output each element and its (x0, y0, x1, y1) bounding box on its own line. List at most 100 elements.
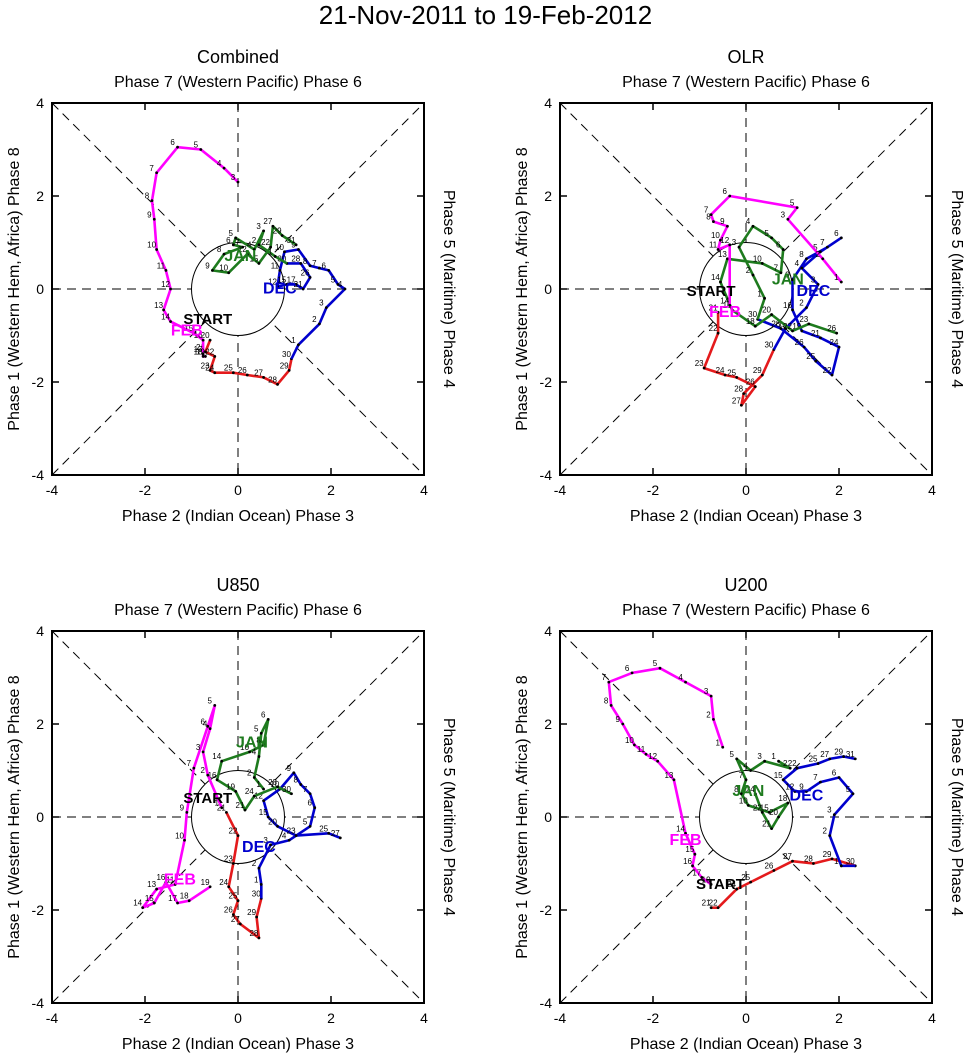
day-label: 6 (261, 710, 266, 719)
data-point (152, 217, 156, 221)
data-point (287, 838, 291, 842)
data-point (155, 248, 159, 251)
data-point (735, 887, 739, 891)
data-point (837, 776, 841, 779)
data-point (236, 899, 240, 903)
data-point (257, 755, 261, 758)
data-point (691, 864, 694, 868)
data-point (814, 359, 818, 363)
day-label: 10 (240, 743, 249, 752)
day-label: 11 (271, 261, 280, 270)
data-point (283, 250, 286, 254)
x-tick-label: 0 (234, 482, 242, 498)
data-point (317, 322, 321, 326)
day-label: 3 (196, 743, 201, 752)
day-label: 1 (716, 738, 721, 747)
day-label: 26 (746, 378, 755, 387)
data-point (767, 810, 771, 814)
day-label: 5 (790, 199, 795, 208)
month-label: FEB (709, 304, 741, 321)
data-point (152, 901, 156, 905)
data-point (276, 824, 279, 828)
day-label: 22 (823, 366, 832, 375)
data-point (749, 880, 753, 884)
day-label: 23 (695, 359, 704, 368)
data-point (828, 834, 832, 837)
y-tick-label: 4 (544, 95, 552, 111)
top-axis-label: Phase 7 (Western Pacific) Phase 6 (622, 602, 870, 619)
data-point (839, 236, 843, 240)
right-axis-label: Phase 5 (Maritime) Phase 4 (440, 718, 457, 916)
day-label: 22 (788, 759, 797, 768)
data-point (252, 794, 256, 798)
day-label: 9 (720, 217, 725, 226)
left-axis-label: Phase 1 (Western Hem, Africa) Phase 8 (514, 147, 531, 430)
day-label: 7 (149, 164, 154, 173)
day-label: 26 (301, 268, 310, 277)
day-label: 4 (217, 159, 222, 168)
x-tick-label: 0 (742, 482, 750, 498)
data-point (777, 759, 780, 763)
day-label: 3 (319, 299, 324, 308)
month-label: FEB (171, 323, 203, 340)
panel-title: U200 (724, 575, 767, 595)
day-label: 25 (809, 755, 818, 764)
series-line (215, 718, 293, 812)
data-point (819, 250, 822, 254)
day-label: 21 (294, 280, 303, 289)
data-point (276, 285, 279, 289)
day-label: 21 (811, 329, 820, 338)
day-label: 29 (753, 366, 762, 375)
day-label: 3 (757, 752, 762, 761)
data-point (791, 308, 794, 312)
y-tick-label: -4 (32, 467, 45, 483)
data-point (712, 717, 715, 721)
data-point (721, 745, 725, 749)
data-point (269, 245, 272, 249)
y-tick-label: 0 (544, 809, 552, 825)
y-tick-label: 4 (36, 95, 44, 111)
day-label: 19 (196, 347, 205, 356)
x-tick-label: -2 (139, 482, 152, 498)
day-label: 1 (268, 247, 273, 256)
day-label: 2 (815, 250, 820, 259)
data-point (719, 280, 722, 284)
series-line (204, 339, 293, 386)
day-label: 3 (827, 806, 832, 815)
x-tick-label: 2 (327, 1010, 335, 1026)
day-label: 17 (168, 894, 177, 903)
day-label: 22 (753, 803, 762, 812)
data-point (709, 906, 713, 910)
day-label: 14 (711, 273, 720, 282)
day-label: 14 (676, 824, 685, 833)
day-label: 25 (224, 364, 233, 373)
day-label: 15 (774, 771, 783, 780)
y-tick-label: -2 (540, 374, 553, 390)
data-point (199, 148, 203, 151)
data-point (807, 322, 811, 326)
day-label: 24 (205, 364, 214, 373)
day-label: 26 (795, 338, 804, 347)
day-label: 2 (706, 710, 711, 719)
data-point (248, 750, 252, 754)
data-point (262, 375, 265, 379)
day-label: 15 (145, 894, 154, 903)
day-label: 24 (245, 787, 254, 796)
day-label: 11 (709, 240, 718, 249)
y-tick-label: 2 (36, 716, 44, 732)
day-label: 25 (741, 873, 750, 882)
day-label: 16 (194, 331, 203, 340)
day-label: 19 (201, 878, 210, 887)
data-point (644, 752, 648, 756)
day-label: 13 (154, 301, 163, 310)
x-tick-label: 2 (835, 1010, 843, 1026)
x-tick-label: -4 (554, 1010, 567, 1026)
day-label: 29 (823, 850, 832, 859)
day-label: 22 (783, 322, 792, 331)
data-point (211, 269, 214, 272)
y-tick-label: 4 (36, 623, 44, 639)
day-label: 6 (201, 717, 206, 726)
data-point (739, 792, 743, 796)
data-point (684, 831, 687, 835)
